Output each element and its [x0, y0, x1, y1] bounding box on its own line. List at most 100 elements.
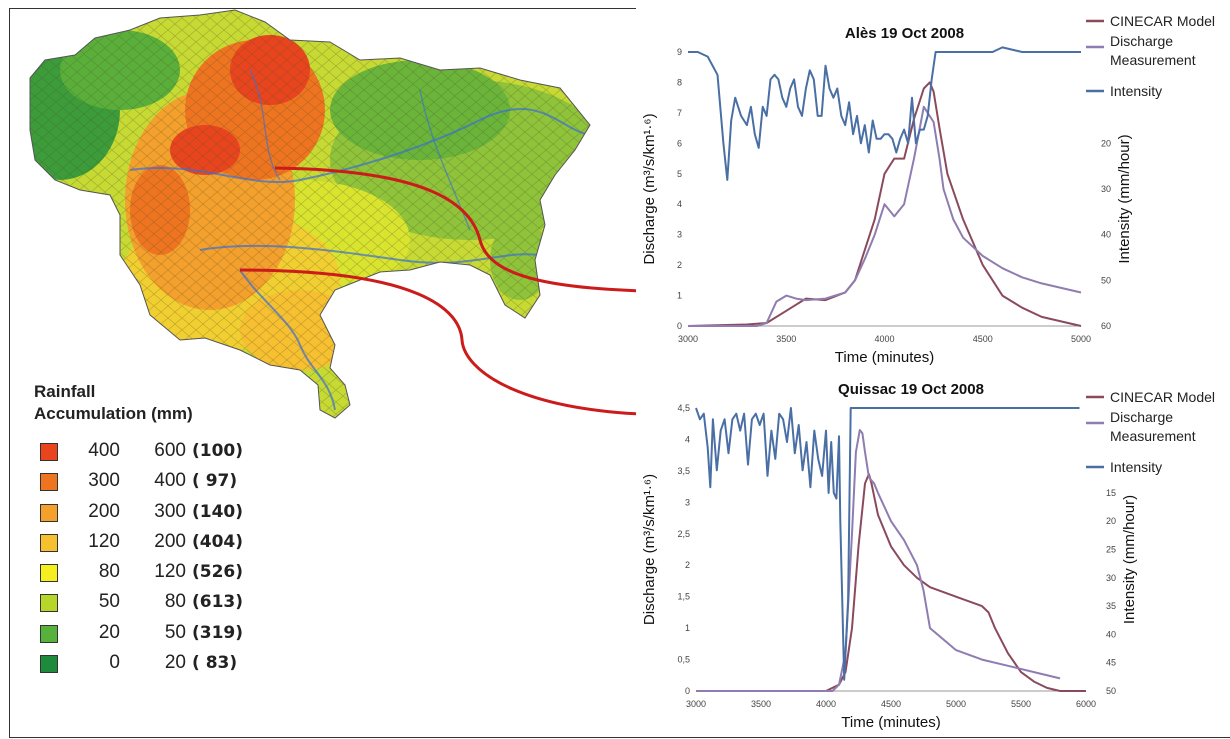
chart-title: Quissac 19 Oct 2008 — [838, 382, 984, 398]
series-line-cinecar-model — [687, 81, 1082, 327]
quissac-chart-panel: 0 0,5 1 1,5 2 2,5 3 3,5 4 4,5 3000 3500 4000 4500 5000… — [636, 381, 1230, 734]
x-axis-label: Time (minutes) — [835, 349, 934, 366]
x-tick-label: 3000 — [678, 334, 698, 344]
legend-high: 80 — [164, 591, 186, 613]
y-tick-label: 2 — [677, 260, 682, 270]
y-tick-label: 3,5 — [677, 466, 690, 476]
y-tick-label: 0 — [677, 321, 682, 331]
legend-low: 300 — [88, 470, 120, 492]
y2-tick-label: 25 — [1106, 545, 1116, 555]
x-tick-label: 5000 — [946, 699, 966, 709]
y-tick-label: 4 — [685, 434, 690, 444]
y2-axis-label: Intensity (mm/hour) — [1121, 495, 1138, 624]
x-tick-label: 6000 — [1076, 699, 1096, 709]
y2-tick-label: 35 — [1106, 601, 1116, 611]
y-tick-label: 0 — [685, 686, 690, 696]
legend-swatch — [40, 624, 58, 643]
y-tick-label: 3 — [685, 497, 690, 507]
y-tick-label: 2,5 — [677, 529, 690, 539]
y-tick-label: 7 — [677, 108, 682, 118]
legend-count: ( 83) — [192, 653, 238, 674]
legend-label: CINECAR Model — [1110, 389, 1215, 405]
legend-swatch — [40, 533, 58, 552]
y2-tick-label: 30 — [1106, 573, 1116, 583]
legend-low: 400 — [88, 440, 120, 461]
series-line-cinecar-model — [696, 473, 1086, 692]
y2-tick-label: 20 — [1101, 138, 1111, 148]
y-tick-label: 1 — [685, 623, 690, 633]
legend-high: 120 — [154, 561, 186, 583]
y-tick-label: 9 — [677, 47, 682, 57]
legend-swatch — [40, 503, 58, 522]
legend-title-line1: Rainfall — [34, 382, 96, 401]
legend-label: Intensity — [1110, 83, 1162, 99]
series-line-intensity — [695, 407, 1080, 681]
y-tick-label: 6 — [677, 138, 682, 148]
legend-count: (319) — [192, 622, 244, 643]
x-tick-label: 4500 — [973, 334, 993, 344]
x-tick-label: 5500 — [1011, 699, 1031, 709]
x-axis-label: Time (minutes) — [841, 714, 940, 731]
y-tick-label: 4 — [677, 199, 682, 209]
legend-label: CINECAR Model — [1110, 13, 1215, 29]
y-tick-label: 8 — [677, 77, 682, 87]
legend-low: 120 — [88, 530, 120, 552]
y2-tick-label: 40 — [1106, 629, 1116, 639]
x-tick-label: 5000 — [1071, 334, 1091, 344]
legend-swatch — [40, 564, 58, 583]
legend-count: ( 97) — [192, 471, 238, 492]
legend-count: (404) — [192, 531, 244, 552]
legend-low: 80 — [98, 561, 120, 583]
legend-swatch — [40, 655, 58, 674]
y2-axis-label: Intensity (mm/hour) — [1116, 134, 1133, 263]
arrow-to-quissac — [239, 268, 682, 420]
legend-title-line2: Accumulation (mm) — [34, 404, 193, 423]
series-line-intensity — [688, 46, 1081, 181]
y2-tick-label: 60 — [1101, 321, 1111, 331]
legend-count: (100) — [192, 441, 244, 461]
legend-count: (613) — [192, 592, 244, 613]
legend-title: Rainfall Accumulation (mm) — [34, 381, 193, 425]
x-tick-label: 4000 — [816, 699, 836, 709]
legend-count: (140) — [192, 501, 244, 522]
legend-low: 0 — [109, 652, 120, 674]
y-tick-label: 4,5 — [677, 403, 690, 413]
chart-title: Alès 19 Oct 2008 — [845, 25, 964, 42]
x-tick-label: 3000 — [686, 699, 706, 709]
legend-swatch — [40, 473, 58, 492]
y2-tick-label: 50 — [1106, 686, 1116, 696]
y-tick-label: 1,5 — [677, 592, 690, 602]
y2-tick-label: 20 — [1106, 516, 1116, 526]
y2-tick-label: 45 — [1106, 658, 1116, 668]
x-tick-label: 3500 — [776, 334, 796, 344]
legend-label: Discharge Measurement — [1110, 33, 1196, 68]
legend-low: 200 — [88, 500, 120, 522]
y2-tick-label: 40 — [1101, 230, 1111, 240]
series-line-discharge-measurement — [696, 429, 1061, 692]
legend-high: 300 — [154, 500, 186, 522]
y-tick-label: 3 — [677, 230, 682, 240]
x-tick-label: 4500 — [881, 699, 901, 709]
y-tick-label: 1 — [677, 291, 682, 301]
y-tick-label: 2 — [685, 560, 690, 570]
legend-swatch — [40, 443, 58, 461]
quissac-chart: 0 0,5 1 1,5 2 2,5 3 3,5 4 4,5 3000 3500 4000 4500 5000… — [641, 381, 1215, 731]
legend-high: 200 — [154, 530, 186, 552]
y2-tick-label: 50 — [1101, 275, 1111, 285]
legend-label: Discharge Measurement — [1110, 409, 1196, 444]
legend-high: 50 — [164, 621, 186, 643]
legend-label: Intensity — [1110, 459, 1162, 475]
x-tick-label: 4000 — [874, 334, 894, 344]
y2-tick-label: 15 — [1106, 488, 1116, 498]
legend-high: 400 — [154, 470, 186, 492]
y-tick-label: 0,5 — [677, 655, 690, 665]
ales-chart: 0 1 2 3 4 5 6 7 8 9 3000 3500 4000 4500 5000 20 30 40 50 60… — [641, 13, 1215, 366]
x-tick-label: 3500 — [751, 699, 771, 709]
y-axis-label: Discharge (m³/s/km¹·⁶) — [641, 474, 658, 625]
legend-high: 20 — [164, 652, 186, 674]
ales-chart-panel: 0 1 2 3 4 5 6 7 8 9 3000 3500 4000 4500 5000 20 30 40 50 60… — [636, 8, 1230, 378]
series-line-discharge-measurement — [688, 105, 1082, 327]
arrow-to-ales — [274, 166, 682, 297]
legend-low: 50 — [98, 591, 120, 613]
